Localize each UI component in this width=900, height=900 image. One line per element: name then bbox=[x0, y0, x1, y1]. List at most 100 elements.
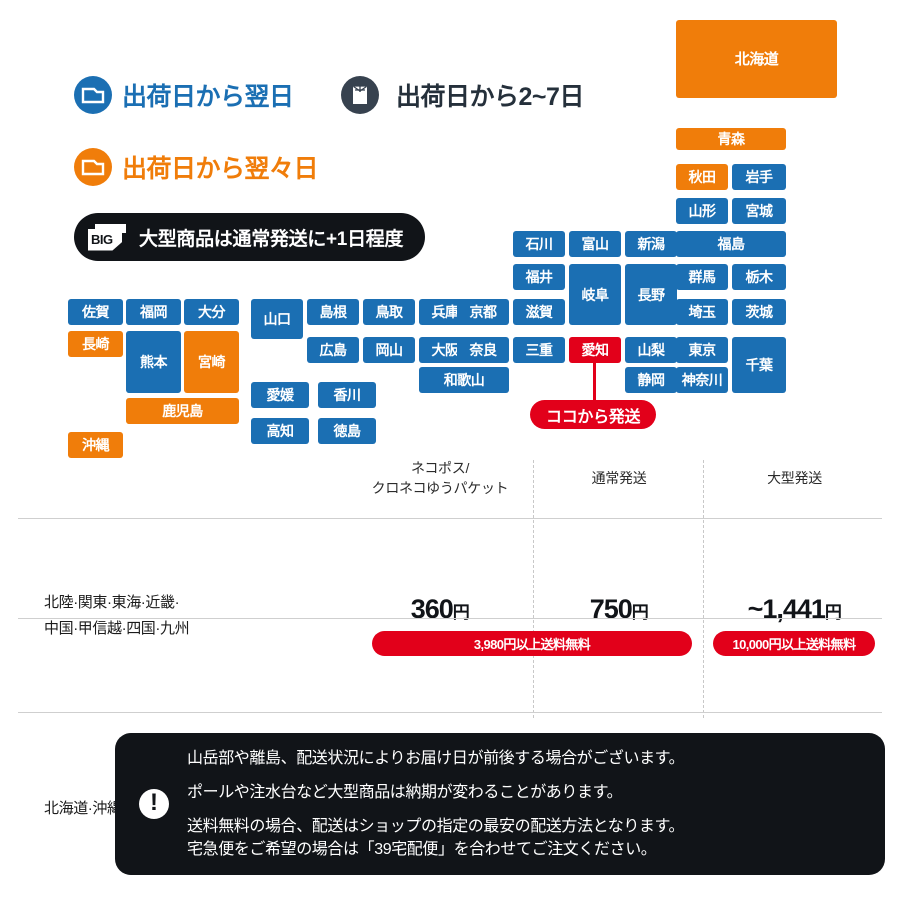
prefecture-label: 香川 bbox=[333, 387, 362, 403]
map-prefecture-tile: 鳥取 bbox=[363, 299, 415, 325]
legend-item-2-to-7-days: 出荷日から2~7日 bbox=[341, 76, 584, 114]
prefecture-label: 福岡 bbox=[140, 304, 168, 320]
map-prefecture-tile: 福岡 bbox=[126, 299, 181, 325]
shipping-rate-table: ネコポス/ クロネコゆうパケット 通常発送 大型発送 北陸·関東·東海·近畿· … bbox=[0, 450, 900, 839]
notice-lines: 山岳部や離島、配送状況によりお届け日が前後する場合がございます。 ポールや注水台… bbox=[187, 747, 685, 862]
prefecture-label: 山口 bbox=[263, 311, 292, 327]
map-prefecture-tile: 佐賀 bbox=[68, 299, 123, 325]
table-divider bbox=[18, 518, 882, 519]
prefecture-label: 高知 bbox=[266, 423, 295, 439]
price-nekopos: 360円 bbox=[410, 594, 470, 624]
prefecture-label: 東京 bbox=[688, 342, 717, 358]
prefecture-label: 福島 bbox=[717, 236, 746, 252]
prefecture-label: 沖縄 bbox=[82, 437, 110, 453]
map-prefecture-tile: 岩手 bbox=[732, 164, 786, 190]
prefecture-label: 北海道 bbox=[734, 50, 779, 68]
big-badge-text: BIG bbox=[91, 231, 113, 247]
prefecture-label: 神奈川 bbox=[681, 372, 723, 388]
promo-badge-free-shipping: 3,980円以上送料無料 bbox=[372, 631, 692, 656]
map-prefecture-tile: 青森 bbox=[676, 128, 786, 150]
column-header-large: 大型発送 bbox=[767, 470, 822, 486]
map-prefecture-tile: 千葉 bbox=[732, 337, 786, 393]
prefecture-label: 愛媛 bbox=[266, 387, 295, 403]
origin-connector-line bbox=[593, 363, 596, 411]
map-prefecture-tile: 東京 bbox=[676, 337, 728, 363]
column-header-nekopos: ネコポス/ クロネコゆうパケット bbox=[371, 460, 509, 497]
map-prefecture-tile: 福島 bbox=[676, 231, 786, 257]
map-prefecture-tile: 徳島 bbox=[318, 418, 376, 444]
map-prefecture-tile: 京都 bbox=[457, 299, 509, 325]
notice-line: 送料無料の場合、配送はショップの指定の最安の配送方法となります。 bbox=[187, 818, 685, 835]
big-package-icon: BIG bbox=[88, 223, 128, 251]
japan-delivery-map: 北海道 青森 秋田 岩手 山形 宮城 福島 群馬 栃木 埼玉 茨城 東京 神奈川 千葉 石川 富山 新潟 福井 滋賀… bbox=[68, 20, 837, 458]
legend-label: 出荷日から翌日 bbox=[122, 83, 294, 111]
prefecture-label: 愛知 bbox=[581, 342, 610, 358]
map-prefecture-tile: 福井 bbox=[513, 264, 565, 290]
box-circle-icon bbox=[74, 148, 112, 186]
notice-line: 山岳部や離島、配送状況によりお届け日が前後する場合がございます。 bbox=[187, 749, 685, 767]
prefecture-label: 岩手 bbox=[745, 169, 774, 185]
prefecture-label: 茨城 bbox=[745, 304, 774, 320]
prefecture-label: 和歌山 bbox=[443, 372, 485, 388]
column-divider bbox=[703, 460, 704, 718]
big-badge-label: 大型商品は通常発送に+1日程度 bbox=[139, 228, 404, 250]
map-prefecture-tile: 愛知 bbox=[569, 337, 621, 363]
map-prefecture-tile: 和歌山 bbox=[419, 367, 509, 393]
price-large: ~1,441円 bbox=[747, 594, 842, 624]
prefecture-label: 長崎 bbox=[82, 336, 110, 352]
map-prefecture-tile: 山口 bbox=[251, 299, 303, 339]
table-row: 北海道·沖縄·一部離島·一部地域 360円 1,399円 5,000円 3,98… bbox=[0, 598, 900, 839]
prefecture-label: 大分 bbox=[198, 304, 226, 320]
prefecture-label: 埼玉 bbox=[688, 304, 717, 320]
map-prefecture-tile: 長野 bbox=[625, 264, 677, 325]
prefecture-label: 千葉 bbox=[745, 357, 774, 373]
legend-label: 出荷日から翌々日 bbox=[122, 155, 319, 183]
map-prefecture-tile: 島根 bbox=[307, 299, 359, 325]
notice-line: 宅急便をご希望の場合は「39宅配便」を合わせてご注文ください。 bbox=[187, 841, 657, 859]
prefecture-label: 京都 bbox=[469, 304, 498, 320]
map-prefecture-tile: 群馬 bbox=[676, 264, 728, 290]
map-prefecture-tile: 香川 bbox=[318, 382, 376, 408]
map-prefecture-tile: 石川 bbox=[513, 231, 565, 257]
map-prefecture-tile: 奈良 bbox=[457, 337, 509, 363]
map-prefecture-tile: 岡山 bbox=[363, 337, 415, 363]
prefecture-label: 熊本 bbox=[140, 354, 168, 370]
map-prefecture-tile: 茨城 bbox=[732, 299, 786, 325]
box-circle-icon bbox=[74, 76, 112, 114]
origin-callout-badge: ココから発送 bbox=[530, 400, 657, 429]
map-prefecture-tile: 秋田 bbox=[676, 164, 728, 190]
prefecture-label: 宮崎 bbox=[198, 354, 226, 370]
prefecture-label: 秋田 bbox=[688, 169, 717, 185]
prefecture-label: 徳島 bbox=[333, 423, 362, 439]
prefecture-label: 青森 bbox=[717, 131, 746, 147]
price-standard: 750円 bbox=[589, 594, 649, 624]
prefecture-label: 島根 bbox=[319, 304, 348, 320]
table-header-row: ネコポス/ クロネコゆうパケット 通常発送 大型発送 bbox=[0, 450, 900, 512]
promo-badge-large-free-shipping: 10,000円以上送料無料 bbox=[713, 631, 875, 656]
prefecture-label: 兵庫 bbox=[431, 304, 460, 320]
prefecture-label: 福井 bbox=[525, 269, 554, 285]
large-item-notice-badge: BIG 大型商品は通常発送に+1日程度 bbox=[74, 213, 426, 261]
map-prefecture-tile: 沖縄 bbox=[68, 432, 123, 458]
prefecture-label: 山梨 bbox=[637, 342, 666, 358]
prefecture-label: 富山 bbox=[581, 236, 610, 252]
prefecture-label: 静岡 bbox=[637, 372, 666, 388]
prefecture-label: 新潟 bbox=[637, 236, 666, 252]
column-divider bbox=[533, 460, 534, 718]
map-prefecture-tile: 大分 bbox=[184, 299, 239, 325]
map-prefecture-tile: 愛媛 bbox=[251, 382, 309, 408]
prefecture-label: 群馬 bbox=[688, 269, 717, 285]
prefecture-label: 石川 bbox=[525, 236, 554, 252]
prefecture-label: 大阪 bbox=[431, 342, 460, 358]
prefecture-label: 宮城 bbox=[745, 203, 774, 219]
origin-callout-label: ココから発送 bbox=[546, 408, 641, 426]
map-prefecture-tile: 静岡 bbox=[625, 367, 677, 393]
map-prefecture-tile: 滋賀 bbox=[513, 299, 565, 325]
map-prefecture-tile: 北海道 bbox=[676, 20, 837, 98]
map-prefecture-tile: 長崎 bbox=[68, 331, 123, 357]
row-region-label: 北陸·関東·東海·近畿· 中国·甲信越·四国·九州 bbox=[44, 594, 190, 638]
prefecture-label: 佐賀 bbox=[82, 304, 110, 320]
column-header-standard: 通常発送 bbox=[591, 470, 647, 486]
prefecture-label: 山形 bbox=[688, 203, 717, 219]
